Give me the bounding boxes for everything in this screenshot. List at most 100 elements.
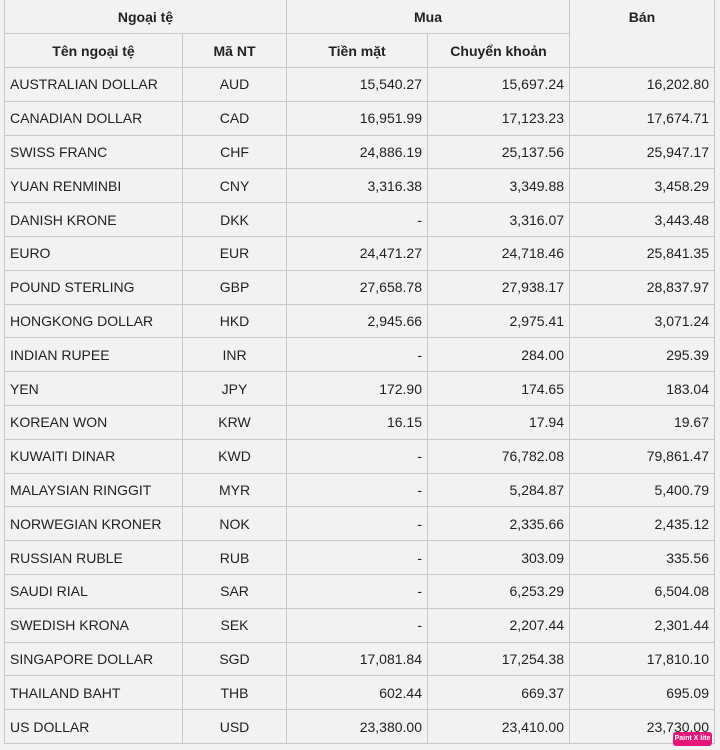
- table-row: US DOLLAR USD 23,380.00 23,410.00 23,730.00: [4, 709, 716, 744]
- sell-rate: 79,861.47: [569, 438, 716, 474]
- currency-code: SAR: [181, 573, 288, 609]
- transfer-buy-rate: 3,349.88: [427, 168, 571, 204]
- table-row: POUND STERLING GBP 27,658.78 27,938.17 28,83…: [4, 269, 716, 305]
- currency-name: NORWEGIAN KRONER: [4, 506, 183, 542]
- sell-rate: 3,443.48: [569, 202, 716, 237]
- currency-name: THAILAND BAHT: [4, 675, 183, 711]
- currency-code: KWD: [181, 438, 288, 474]
- cash-buy-rate: 24,886.19: [286, 134, 429, 170]
- currency-code: CAD: [181, 100, 288, 136]
- currency-code: USD: [181, 709, 288, 744]
- sell-rate: 3,071.24: [569, 303, 716, 339]
- table-row: MALAYSIAN RINGGIT MYR -5,284.87 5,400.79: [4, 472, 716, 508]
- cash-buy-rate: -: [286, 472, 429, 508]
- currency-code: EUR: [181, 235, 288, 271]
- table-row: DANISH KRONE DKK -3,316.07 3,443.48: [4, 202, 716, 237]
- currency-name: SINGAPORE DOLLAR: [4, 641, 183, 677]
- transfer-buy-rate: 303.09: [427, 540, 571, 575]
- sell-rate: 2,301.44: [569, 607, 716, 643]
- cash-buy-rate: -: [286, 573, 429, 609]
- sell-rate: 25,841.35: [569, 235, 716, 271]
- sell-rate: 17,810.10: [569, 641, 716, 677]
- cash-buy-rate: 602.44: [286, 675, 429, 711]
- currency-code: DKK: [181, 202, 288, 237]
- sell-rate: 3,458.29: [569, 168, 716, 204]
- cash-buy-rate: -: [286, 438, 429, 474]
- currency-name: POUND STERLING: [4, 269, 183, 305]
- currency-name: EURO: [4, 235, 183, 271]
- header-transfer: Chuyển khoản: [427, 33, 571, 68]
- currency-name: KOREAN WON: [4, 404, 183, 440]
- exchange-rate-table: Ngoại tệ Mua Bán Tên ngoại tệ Mã NT Tiền…: [3, 0, 716, 744]
- cash-buy-rate: 2,945.66: [286, 303, 429, 339]
- table-row: HONGKONG DOLLAR HKD 2,945.66 2,975.41 3,071.…: [4, 303, 716, 339]
- transfer-buy-rate: 2,975.41: [427, 303, 571, 339]
- currency-name: INDIAN RUPEE: [4, 337, 183, 373]
- currency-name: SWEDISH KRONA: [4, 607, 183, 643]
- transfer-buy-rate: 23,410.00: [427, 709, 571, 744]
- currency-name: SWISS FRANC: [4, 134, 183, 170]
- currency-name: KUWAITI DINAR: [4, 438, 183, 474]
- sell-rate: 2,435.12: [569, 506, 716, 542]
- table-row: YUAN RENMINBI CNY 3,316.38 3,349.88 3,458.29: [4, 168, 716, 204]
- table-row: YEN JPY 172.90 174.65 183.04: [4, 371, 716, 406]
- cash-buy-rate: 16,951.99: [286, 100, 429, 136]
- transfer-buy-rate: 5,284.87: [427, 472, 571, 508]
- sell-rate: 695.09: [569, 675, 716, 711]
- sell-rate: 6,504.08: [569, 573, 716, 609]
- currency-name: AUSTRALIAN DOLLAR: [4, 67, 183, 102]
- sell-rate: 28,837.97: [569, 269, 716, 305]
- table-row: INDIAN RUPEE INR -284.00 295.39: [4, 337, 716, 373]
- cash-buy-rate: 23,380.00: [286, 709, 429, 744]
- sell-rate: 5,400.79: [569, 472, 716, 508]
- currency-name: MALAYSIAN RINGGIT: [4, 472, 183, 508]
- table-row: EURO EUR 24,471.27 24,718.46 25,841.35: [4, 235, 716, 271]
- currency-name: SAUDI RIAL: [4, 573, 183, 609]
- sell-rate: 335.56: [569, 540, 716, 575]
- transfer-buy-rate: 2,207.44: [427, 607, 571, 643]
- transfer-buy-rate: 6,253.29: [427, 573, 571, 609]
- table-row: SWEDISH KRONA SEK -2,207.44 2,301.44: [4, 607, 716, 643]
- currency-name: US DOLLAR: [4, 709, 183, 744]
- currency-name: DANISH KRONE: [4, 202, 183, 237]
- currency-name: HONGKONG DOLLAR: [4, 303, 183, 339]
- currency-name: YEN: [4, 371, 183, 406]
- table-row: THAILAND BAHT THB 602.44 669.37 695.09: [4, 675, 716, 711]
- currency-code: KRW: [181, 404, 288, 440]
- header-buy-group: Mua: [286, 0, 571, 34]
- table-row: NORWEGIAN KRONER NOK -2,335.66 2,435.12: [4, 506, 716, 542]
- currency-code: HKD: [181, 303, 288, 339]
- currency-name: CANADIAN DOLLAR: [4, 100, 183, 136]
- cash-buy-rate: 17,081.84: [286, 641, 429, 677]
- cash-buy-rate: 172.90: [286, 371, 429, 406]
- currency-code: AUD: [181, 67, 288, 102]
- table-row: AUSTRALIAN DOLLAR AUD 15,540.27 15,697.24 16…: [4, 67, 716, 102]
- currency-code: THB: [181, 675, 288, 711]
- table-row: KOREAN WON KRW 16.15 17.94 19.67: [4, 404, 716, 440]
- currency-code: MYR: [181, 472, 288, 508]
- currency-code: GBP: [181, 269, 288, 305]
- currency-name: RUSSIAN RUBLE: [4, 540, 183, 575]
- paint-x-lite-badge[interactable]: Paint X lite: [673, 732, 712, 746]
- header-name: Tên ngoại tệ: [4, 33, 183, 68]
- sell-rate: 295.39: [569, 337, 716, 373]
- table-row: SAUDI RIAL SAR -6,253.29 6,504.08: [4, 573, 716, 609]
- header-currency-group: Ngoại tệ: [3, 0, 288, 34]
- table-row: SWISS FRANC CHF 24,886.19 25,137.56 25,947.1…: [4, 134, 716, 170]
- transfer-buy-rate: 3,316.07: [427, 202, 571, 237]
- transfer-buy-rate: 27,938.17: [427, 269, 571, 305]
- transfer-buy-rate: 25,137.56: [427, 134, 571, 170]
- cash-buy-rate: 24,471.27: [286, 235, 429, 271]
- transfer-buy-rate: 17.94: [427, 404, 571, 440]
- sell-rate: 17,674.71: [569, 100, 716, 136]
- transfer-buy-rate: 76,782.08: [427, 438, 571, 474]
- sell-rate: 25,947.17: [569, 134, 716, 170]
- transfer-buy-rate: 15,697.24: [427, 67, 571, 102]
- cash-buy-rate: 15,540.27: [286, 67, 429, 102]
- transfer-buy-rate: 174.65: [427, 371, 571, 406]
- table-row: CANADIAN DOLLAR CAD 16,951.99 17,123.23 17,6…: [4, 100, 716, 136]
- cash-buy-rate: -: [286, 540, 429, 575]
- currency-code: CHF: [181, 134, 288, 170]
- cash-buy-rate: 27,658.78: [286, 269, 429, 305]
- cash-buy-rate: -: [286, 337, 429, 373]
